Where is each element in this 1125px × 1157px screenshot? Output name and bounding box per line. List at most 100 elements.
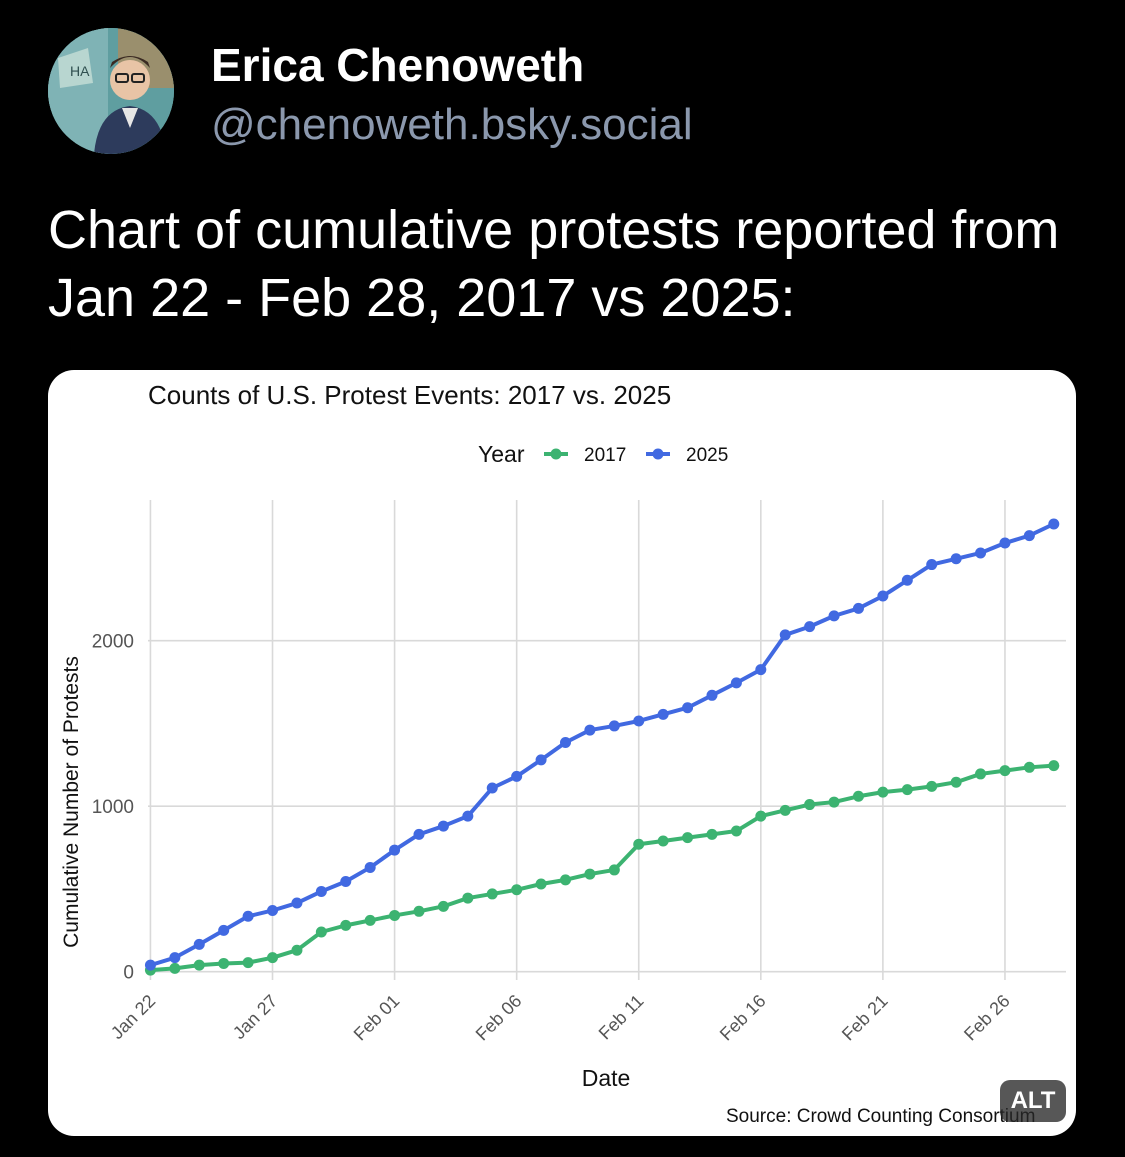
x-tick-label: Feb 06 (472, 991, 526, 1045)
data-point-2017 (877, 786, 889, 798)
y-axis-label: Cumulative Number of Protests (60, 656, 83, 948)
data-point-2017 (462, 892, 474, 904)
chart-title: Counts of U.S. Protest Events: 2017 vs. … (148, 380, 671, 410)
data-point-2017 (975, 768, 987, 780)
legend-title: Year (478, 441, 525, 467)
data-point-2017 (755, 810, 767, 822)
data-point-2025 (926, 559, 938, 571)
data-point-2017 (242, 957, 254, 969)
legend-label-2017: 2017 (584, 445, 626, 466)
svg-text:HA: HA (70, 63, 90, 79)
data-point-2017 (389, 909, 401, 921)
data-point-2025 (340, 876, 352, 888)
data-point-2025 (828, 610, 840, 622)
legend-label-2025: 2025 (686, 445, 728, 466)
data-point-2017 (730, 825, 742, 837)
data-point-2025 (315, 885, 327, 897)
x-tick-label: Jan 27 (229, 991, 281, 1043)
data-point-2017 (340, 919, 352, 931)
avatar[interactable]: HA (48, 28, 174, 154)
data-point-2025 (267, 904, 279, 916)
data-point-2025 (535, 754, 547, 766)
data-point-2017 (804, 799, 816, 811)
data-point-2017 (901, 784, 913, 796)
data-point-2025 (901, 574, 913, 586)
data-point-2025 (755, 664, 767, 676)
data-point-2025 (730, 677, 742, 689)
data-point-2017 (1048, 760, 1060, 772)
data-point-2017 (511, 884, 523, 896)
post-text: Chart of cumulative protests reported fr… (48, 200, 1060, 328)
y-tick-label: 0 (123, 963, 134, 984)
data-point-2017 (486, 888, 498, 900)
data-point-2025 (389, 844, 401, 856)
chart-card[interactable]: Jan 22 Jan 27 Feb 01 Feb 06 Feb 11 Feb 16 Feb … (48, 370, 1076, 1136)
alt-text-button[interactable]: ALT (1000, 1080, 1066, 1122)
data-point-2017 (315, 926, 327, 938)
data-point-2025 (1048, 518, 1060, 530)
data-point-2025 (1023, 530, 1035, 542)
data-point-2017 (169, 962, 181, 974)
post-header: HA Erica Chenoweth @chenoweth.bsky.socia… (48, 28, 1088, 158)
data-point-2025 (218, 924, 230, 936)
x-axis-label: Date (582, 1065, 631, 1091)
author-handle[interactable]: @chenoweth.bsky.social (211, 100, 693, 149)
data-point-2025 (682, 702, 694, 714)
data-point-2025 (804, 621, 816, 633)
data-point-2025 (706, 689, 718, 701)
data-point-2017 (999, 765, 1011, 777)
x-tick-label: Feb 16 (716, 991, 770, 1045)
data-point-2017 (584, 868, 596, 880)
data-point-2017 (291, 944, 303, 956)
data-point-2025 (437, 820, 449, 832)
data-point-2017 (828, 796, 840, 808)
series-line-2017 (150, 763, 1054, 973)
data-point-2025 (242, 910, 254, 922)
data-point-2017 (535, 878, 547, 890)
avatar-image: HA (48, 28, 174, 154)
data-point-2017 (706, 828, 718, 840)
data-point-2025 (633, 715, 645, 727)
x-tick-label: Feb 01 (350, 991, 404, 1045)
data-point-2017 (218, 957, 230, 969)
data-point-2017 (682, 832, 694, 844)
x-tick-label: Jan 22 (107, 991, 159, 1043)
legend-marker-2017 (550, 448, 562, 460)
series-line-2025 (149, 522, 1055, 968)
data-point-2017 (193, 959, 205, 971)
data-point-2025 (511, 770, 523, 782)
data-point-2025 (657, 708, 669, 720)
data-point-2017 (950, 776, 962, 788)
legend-marker-2025 (652, 448, 664, 460)
data-point-2025 (291, 897, 303, 909)
chart-source: Source: Crowd Counting Consortium (726, 1106, 1035, 1127)
x-tick-label: Feb 26 (960, 991, 1014, 1045)
x-tick-label: Feb 11 (595, 991, 648, 1044)
data-point-2025 (559, 736, 571, 748)
data-point-2017 (559, 874, 571, 886)
data-point-2017 (413, 905, 425, 917)
data-point-2025 (779, 629, 791, 641)
data-point-2025 (999, 537, 1011, 549)
data-point-2017 (437, 900, 449, 912)
data-point-2025 (364, 861, 376, 873)
data-point-2025 (193, 938, 205, 950)
data-point-2025 (462, 810, 474, 822)
data-point-2025 (486, 782, 498, 794)
y-tick-label: 2000 (92, 632, 134, 653)
data-point-2017 (926, 780, 938, 792)
data-point-2017 (1023, 761, 1035, 773)
data-point-2017 (779, 804, 791, 816)
y-tick-label: 1000 (92, 797, 134, 818)
data-point-2017 (633, 838, 645, 850)
data-point-2025 (608, 720, 620, 732)
x-tick-label: Feb 21 (838, 991, 892, 1045)
data-point-2017 (364, 914, 376, 926)
data-point-2025 (852, 602, 864, 614)
author-name[interactable]: Erica Chenoweth (211, 39, 585, 91)
data-point-2017 (267, 952, 279, 964)
data-point-2025 (169, 952, 181, 964)
data-point-2017 (608, 864, 620, 876)
data-point-2025 (584, 724, 596, 736)
data-point-2025 (975, 547, 987, 559)
